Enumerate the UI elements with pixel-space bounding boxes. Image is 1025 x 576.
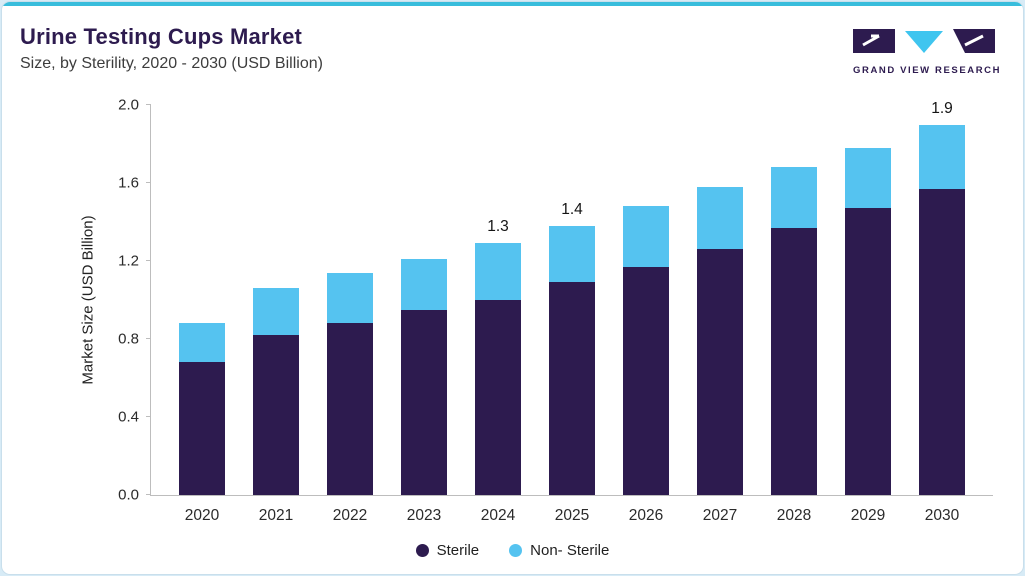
bar-segment-sterile bbox=[475, 300, 521, 495]
legend-label: Sterile bbox=[436, 542, 480, 559]
chart-subtitle: Size, by Sterility, 2020 - 2030 (USD Bil… bbox=[20, 55, 323, 72]
bar-segment-non-sterile bbox=[401, 259, 447, 310]
bar-column-2024: 1.3 2024 bbox=[475, 105, 521, 524]
bar-segment-sterile bbox=[179, 362, 225, 495]
legend-dot bbox=[415, 544, 429, 557]
x-axis-label: 2028 bbox=[776, 507, 812, 524]
y-tick-label: 2.0 bbox=[118, 96, 139, 114]
bar-segment-non-sterile bbox=[845, 147, 891, 209]
chart-title: Urine Testing Cups Market bbox=[20, 24, 303, 49]
bar-column-2022: 2022 bbox=[327, 105, 373, 524]
y-tick-label: 0.0 bbox=[118, 486, 139, 504]
bar-segment-non-sterile bbox=[253, 288, 299, 336]
y-tick-mark bbox=[146, 260, 151, 261]
bar-segment-non-sterile bbox=[919, 124, 965, 189]
legend-item-sterile: Sterile bbox=[415, 542, 480, 559]
y-tick-label: 0.4 bbox=[118, 408, 139, 426]
x-axis-label: 2029 bbox=[850, 507, 886, 524]
bar-segment-sterile bbox=[845, 208, 891, 495]
bar-column-2028: 2028 bbox=[771, 105, 817, 524]
brand-logo-mark bbox=[853, 29, 995, 53]
x-axis-label: 2020 bbox=[184, 507, 220, 524]
y-tick-label: 0.8 bbox=[118, 330, 139, 348]
bar-segment-sterile bbox=[771, 227, 817, 495]
bar-segment-sterile bbox=[623, 266, 669, 495]
bar-value-label: 1.3 bbox=[487, 218, 509, 236]
y-axis-title: Market Size (USD Billion) bbox=[79, 215, 97, 385]
bar-column-2029: 2029 bbox=[845, 105, 891, 524]
bar-segment-non-sterile bbox=[179, 323, 225, 363]
x-axis-label: 2026 bbox=[628, 507, 664, 524]
bar-segment-sterile bbox=[697, 249, 743, 495]
bar-segment-sterile bbox=[253, 335, 299, 495]
x-axis-label: 2030 bbox=[924, 507, 960, 524]
bar-segment-sterile bbox=[549, 282, 595, 495]
bar-segment-non-sterile bbox=[771, 167, 817, 228]
bar-column-2020: 2020 bbox=[179, 105, 225, 524]
y-tick-label: 1.2 bbox=[118, 252, 139, 270]
bar-column-2027: 2027 bbox=[697, 105, 743, 524]
x-axis-label: 2027 bbox=[702, 507, 738, 524]
bar-column-2023: 2023 bbox=[401, 105, 447, 524]
brand-logo: GRAND VIEW RESEARCH bbox=[853, 28, 1002, 76]
bar-segment-non-sterile bbox=[549, 225, 595, 283]
x-axis-label: 2023 bbox=[406, 507, 442, 524]
bar-segment-non-sterile bbox=[623, 206, 669, 267]
x-axis-label: 2022 bbox=[332, 507, 368, 524]
bar-column-2021: 2021 bbox=[253, 105, 299, 524]
bar-segment-non-sterile bbox=[327, 272, 373, 324]
y-tick-mark bbox=[146, 104, 151, 105]
plot-area: 0.0 0.4 0.8 1.2 1.6 2.0 2020 2021 2022 2023 1.3 202… bbox=[118, 97, 993, 524]
bar-column-2025: 1.4 2025 bbox=[549, 105, 595, 524]
y-tick-mark bbox=[146, 494, 151, 495]
brand-name: GRAND VIEW RESEARCH bbox=[853, 65, 1002, 76]
bar-segment-non-sterile bbox=[697, 186, 743, 250]
top-accent-line bbox=[2, 2, 1023, 6]
y-tick-label: 1.6 bbox=[118, 174, 139, 192]
x-axis-label: 2024 bbox=[480, 507, 516, 524]
bar-column-2030: 1.9 2030 bbox=[919, 100, 965, 524]
bar-segment-sterile bbox=[401, 309, 447, 495]
bar-columns: 2020 2021 2022 2023 1.3 2024 1.4 2025 2026 2027 20… bbox=[151, 100, 993, 524]
legend-item-non-sterile: Non- Sterile bbox=[509, 542, 609, 559]
bar-segment-sterile bbox=[919, 188, 965, 495]
bar-value-label: 1.4 bbox=[561, 200, 583, 218]
bar-column-2026: 2026 bbox=[623, 105, 669, 524]
chart-header: Urine Testing Cups Market Size, by Steri… bbox=[20, 24, 323, 73]
y-tick-mark bbox=[146, 182, 151, 183]
legend-label: Non- Sterile bbox=[530, 542, 610, 559]
legend-dot bbox=[509, 544, 523, 557]
y-tick-mark bbox=[146, 338, 151, 339]
bar-value-label: 1.9 bbox=[931, 99, 953, 117]
bar-segment-non-sterile bbox=[475, 243, 521, 300]
y-tick-mark bbox=[146, 416, 151, 417]
x-axis-label: 2021 bbox=[258, 507, 294, 524]
legend: Sterile Non- Sterile bbox=[2, 542, 1023, 559]
bar-segment-sterile bbox=[327, 323, 373, 495]
x-axis-label: 2025 bbox=[554, 507, 590, 524]
